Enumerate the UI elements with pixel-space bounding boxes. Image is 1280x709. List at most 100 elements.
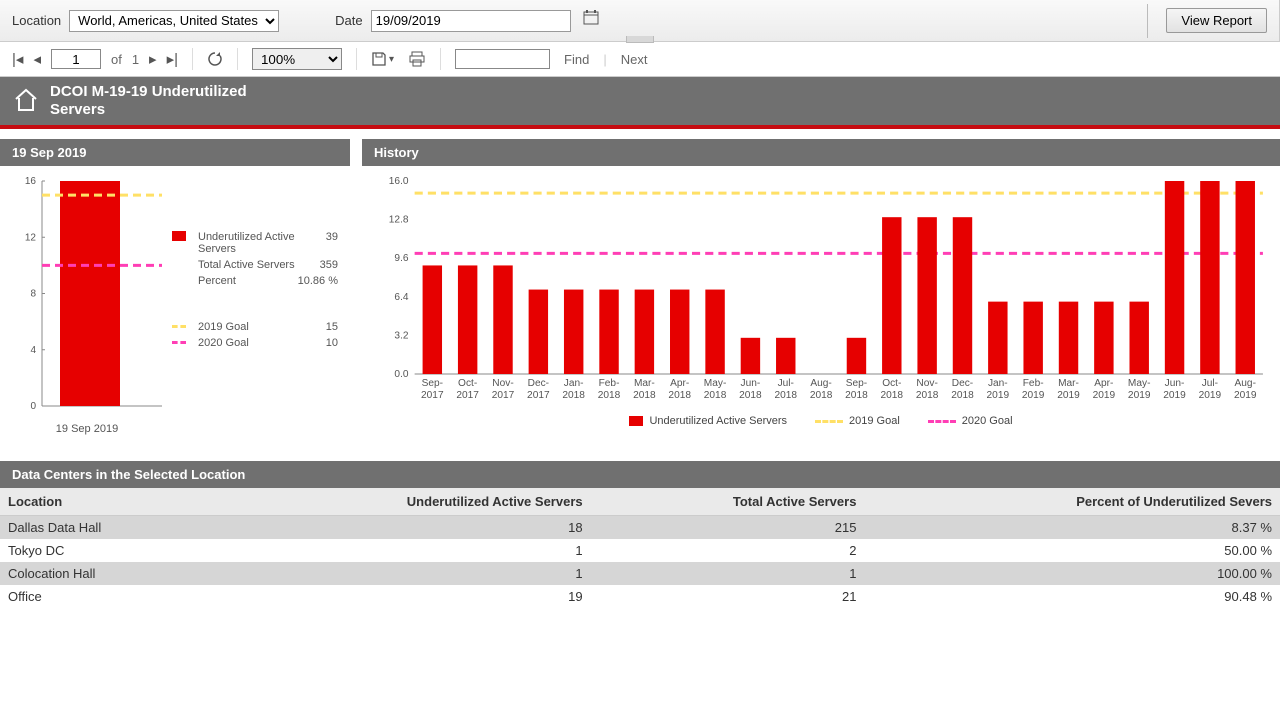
- table-row: Tokyo DC1250.00 %: [0, 539, 1280, 562]
- home-icon[interactable]: [12, 86, 40, 117]
- collapse-handle[interactable]: [626, 36, 654, 43]
- svg-text:12.8: 12.8: [389, 215, 409, 226]
- svg-text:Jan-: Jan-: [988, 378, 1008, 389]
- table-header: Underutilized Active Servers: [214, 488, 590, 516]
- svg-text:2018: 2018: [845, 390, 868, 401]
- svg-text:8: 8: [30, 289, 36, 300]
- svg-text:May-: May-: [1128, 378, 1151, 389]
- location-label: Location: [12, 13, 61, 28]
- table-header: Location: [0, 488, 214, 516]
- svg-text:Jul-: Jul-: [1202, 378, 1218, 389]
- page-number-input[interactable]: [51, 49, 101, 69]
- last-page-icon[interactable]: ▸|: [167, 50, 178, 68]
- snapshot-title: 19 Sep 2019: [0, 139, 350, 166]
- table-title: Data Centers in the Selected Location: [0, 461, 1280, 488]
- svg-text:Apr-: Apr-: [1094, 378, 1113, 389]
- print-icon[interactable]: [408, 51, 426, 67]
- svg-text:2019: 2019: [1163, 390, 1186, 401]
- svg-text:6.4: 6.4: [394, 292, 409, 303]
- table-header: Total Active Servers: [591, 488, 865, 516]
- data-centers-table: LocationUnderutilized Active ServersTota…: [0, 488, 1280, 608]
- svg-text:2017: 2017: [456, 390, 479, 401]
- svg-text:Sep-: Sep-: [422, 378, 443, 389]
- history-panel: History 0.03.26.49.612.816.0Sep-2017Oct-…: [362, 139, 1280, 441]
- stat-row: Percent10.86 %: [172, 275, 338, 287]
- stat-row: Total Active Servers359: [172, 259, 338, 271]
- svg-text:Jul-: Jul-: [778, 378, 794, 389]
- report-toolbar: |◂ ◂ of 1 ▸ ▸| 100% ▾ Find | Next: [0, 42, 1280, 77]
- svg-text:Nov-: Nov-: [492, 378, 513, 389]
- location-select[interactable]: World, Americas, United States, C: [69, 10, 279, 32]
- next-page-icon[interactable]: ▸: [149, 50, 157, 68]
- svg-text:May-: May-: [704, 378, 727, 389]
- svg-text:2018: 2018: [668, 390, 691, 401]
- stat-row: Underutilized Active Servers39: [172, 231, 338, 255]
- svg-text:2018: 2018: [704, 390, 727, 401]
- svg-text:2019: 2019: [1199, 390, 1222, 401]
- svg-text:16: 16: [25, 176, 37, 187]
- report-title: DCOI M-19-19 Underutilized Servers: [50, 83, 280, 119]
- svg-text:Dec-: Dec-: [528, 378, 549, 389]
- page-total: 1: [132, 52, 139, 67]
- svg-text:12: 12: [25, 232, 37, 243]
- svg-text:Oct-: Oct-: [458, 378, 477, 389]
- svg-text:4: 4: [30, 345, 36, 356]
- svg-text:16.0: 16.0: [389, 176, 409, 187]
- snapshot-chart: 0 4 8 12 16: [12, 176, 162, 416]
- svg-text:2018: 2018: [562, 390, 585, 401]
- save-icon[interactable]: ▾: [371, 51, 394, 67]
- find-input[interactable]: [455, 49, 550, 69]
- view-report-button[interactable]: View Report: [1166, 8, 1267, 33]
- svg-text:Dec-: Dec-: [952, 378, 973, 389]
- svg-text:2019: 2019: [1093, 390, 1116, 401]
- find-next-button[interactable]: Next: [621, 52, 648, 67]
- svg-text:2017: 2017: [421, 390, 444, 401]
- svg-text:Oct-: Oct-: [882, 378, 901, 389]
- history-legend: Underutilized Active Servers 2019 Goal 2…: [374, 415, 1268, 427]
- svg-text:2018: 2018: [881, 390, 904, 401]
- calendar-icon[interactable]: [583, 10, 599, 31]
- svg-text:Feb-: Feb-: [1023, 378, 1044, 389]
- svg-text:2019: 2019: [1234, 390, 1257, 401]
- svg-text:2019: 2019: [1022, 390, 1045, 401]
- table-header: Percent of Underutilized Severs: [864, 488, 1280, 516]
- svg-text:2019: 2019: [1057, 390, 1080, 401]
- date-input[interactable]: [371, 10, 571, 32]
- svg-text:Mar-: Mar-: [1058, 378, 1079, 389]
- goal-row: 2019 Goal15: [172, 321, 338, 333]
- svg-text:Aug-: Aug-: [1235, 378, 1256, 389]
- page-of-label: of: [111, 52, 122, 67]
- table-row: Dallas Data Hall182158.37 %: [0, 516, 1280, 540]
- find-button[interactable]: Find: [564, 52, 589, 67]
- svg-text:Jun-: Jun-: [741, 378, 761, 389]
- svg-text:Apr-: Apr-: [670, 378, 689, 389]
- history-title: History: [362, 139, 1280, 166]
- prev-page-icon[interactable]: ◂: [33, 50, 41, 68]
- svg-text:2019: 2019: [987, 390, 1010, 401]
- date-label: Date: [335, 13, 362, 28]
- svg-text:2018: 2018: [774, 390, 797, 401]
- svg-text:0: 0: [30, 401, 36, 412]
- svg-text:2018: 2018: [916, 390, 939, 401]
- snapshot-x-label: 19 Sep 2019: [12, 423, 162, 435]
- svg-text:2017: 2017: [492, 390, 515, 401]
- first-page-icon[interactable]: |◂: [12, 50, 23, 68]
- goal-row: 2020 Goal10: [172, 337, 338, 349]
- report-title-bar: DCOI M-19-19 Underutilized Servers: [0, 77, 1280, 129]
- svg-text:Sep-: Sep-: [846, 378, 867, 389]
- legend-2019: 2019 Goal: [849, 415, 900, 427]
- svg-text:0.0: 0.0: [394, 369, 409, 380]
- svg-text:2017: 2017: [527, 390, 550, 401]
- table-row: Colocation Hall11100.00 %: [0, 562, 1280, 585]
- legend-2020: 2020 Goal: [962, 415, 1013, 427]
- svg-text:3.2: 3.2: [394, 330, 409, 341]
- refresh-icon[interactable]: [207, 51, 223, 67]
- svg-text:Jun-: Jun-: [1165, 378, 1185, 389]
- zoom-select[interactable]: 100%: [252, 48, 342, 70]
- svg-text:2018: 2018: [951, 390, 974, 401]
- table-row: Office192190.48 %: [0, 585, 1280, 608]
- svg-text:2018: 2018: [810, 390, 833, 401]
- svg-text:2018: 2018: [598, 390, 621, 401]
- svg-text:Aug-: Aug-: [810, 378, 831, 389]
- svg-text:Mar-: Mar-: [634, 378, 655, 389]
